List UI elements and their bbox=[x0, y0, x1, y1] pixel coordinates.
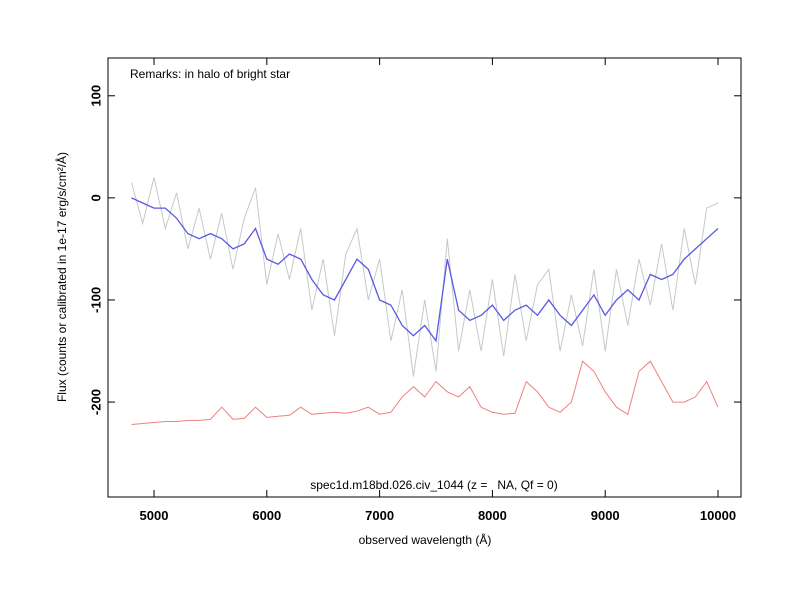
remarks: Remarks: in halo of bright star bbox=[130, 67, 290, 81]
y-axis-label: Flux (counts or calibrated in 1e-17 erg/… bbox=[54, 152, 69, 402]
y-tick-label: 100 bbox=[88, 85, 103, 107]
x-tick-label: 5000 bbox=[140, 508, 169, 523]
x-tick-label: 9000 bbox=[591, 508, 620, 523]
y-tick-label: -100 bbox=[88, 287, 103, 313]
x-tick-label: 8000 bbox=[478, 508, 507, 523]
x-axis-label: observed wavelength (Å) bbox=[359, 532, 492, 547]
y-tick-label: -200 bbox=[88, 389, 103, 415]
x-tick-label: 10000 bbox=[700, 508, 736, 523]
spectrum-line bbox=[131, 177, 719, 377]
x-tick-label: 6000 bbox=[252, 508, 281, 523]
x-tick-label: 7000 bbox=[365, 508, 394, 523]
y-tick-label: 0 bbox=[88, 194, 103, 201]
spectrum-line bbox=[131, 197, 719, 343]
plot-frame bbox=[107, 57, 742, 498]
spectrum-line bbox=[131, 360, 719, 425]
spectrum-id: spec1d.m18bd.026.civ_1044 (z = NA, Qf = … bbox=[310, 478, 557, 492]
